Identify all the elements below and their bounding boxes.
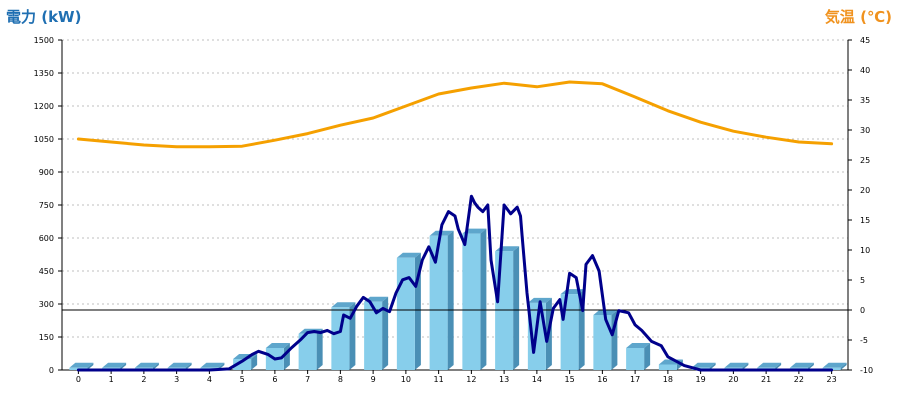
x-tick-label: 10 xyxy=(401,375,411,384)
bar-side xyxy=(185,362,192,370)
right-tick-label: 15 xyxy=(860,216,870,225)
right-tick-label: 25 xyxy=(860,156,870,165)
x-tick-label: 7 xyxy=(305,375,310,384)
right-tick-label: 10 xyxy=(860,246,870,255)
x-tick-label: 22 xyxy=(794,375,804,384)
right-tick-label: -10 xyxy=(860,366,873,375)
bar-side xyxy=(709,362,716,370)
bar xyxy=(626,348,645,370)
bar-side xyxy=(742,362,749,370)
x-tick-label: 15 xyxy=(565,375,575,384)
bar-top xyxy=(396,252,421,258)
bar-top xyxy=(724,362,749,368)
bar-top xyxy=(626,343,651,348)
left-tick-label: 600 xyxy=(39,234,54,243)
x-tick-label: 14 xyxy=(532,375,542,384)
bar-side xyxy=(120,362,127,370)
bar-side xyxy=(382,296,389,370)
temperature-line xyxy=(76,80,834,149)
left-tick-label: 0 xyxy=(49,366,54,375)
x-tick-label: 1 xyxy=(109,375,114,384)
bar xyxy=(331,307,350,370)
bar-top xyxy=(331,302,356,308)
left-tick-label: 1050 xyxy=(34,135,54,144)
bar xyxy=(298,333,317,370)
bar-top xyxy=(691,362,716,368)
bar-top xyxy=(789,362,814,368)
left-tick-label: 1350 xyxy=(34,69,54,78)
left-tick-label: 1500 xyxy=(34,36,54,45)
bar-side xyxy=(152,362,159,370)
left-tick-label: 450 xyxy=(39,267,54,276)
bar-top xyxy=(69,362,94,368)
x-tick-label: 13 xyxy=(499,375,509,384)
bar-side xyxy=(87,362,94,370)
x-tick-label: 5 xyxy=(240,375,245,384)
bar-side xyxy=(316,328,323,370)
left-tick-label: 900 xyxy=(39,168,54,177)
x-tick-label: 20 xyxy=(728,375,738,384)
right-tick-label: 35 xyxy=(860,96,870,105)
bar-side xyxy=(447,230,454,370)
left-tick-label: 750 xyxy=(39,201,54,210)
bar-top xyxy=(265,343,290,348)
right-tick-label: 5 xyxy=(860,276,865,285)
bar-side xyxy=(251,354,258,370)
bar xyxy=(593,315,612,370)
bar-top xyxy=(822,362,847,368)
right-axis-title: 気温 (℃) xyxy=(824,8,892,26)
left-tick-label: 150 xyxy=(39,333,54,342)
x-tick-label: 12 xyxy=(466,375,476,384)
x-tick-label: 23 xyxy=(827,375,837,384)
x-tick-label: 16 xyxy=(597,375,607,384)
x-tick-label: 11 xyxy=(434,375,444,384)
bar xyxy=(233,359,252,370)
x-tick-label: 4 xyxy=(207,375,212,384)
x-tick-label: 21 xyxy=(761,375,771,384)
right-tick-label: 30 xyxy=(860,126,870,135)
x-tick-label: 3 xyxy=(174,375,179,384)
bar-top xyxy=(167,362,192,368)
x-tick-label: 8 xyxy=(338,375,343,384)
bar-side xyxy=(807,362,814,370)
bar xyxy=(462,233,481,370)
bar xyxy=(396,257,415,370)
bar xyxy=(364,301,383,370)
bar xyxy=(560,294,579,370)
x-tick-label: 19 xyxy=(696,375,706,384)
bar xyxy=(495,251,514,370)
bar-top xyxy=(462,228,487,234)
right-tick-label: 20 xyxy=(860,186,870,195)
left-tick-label: 1200 xyxy=(34,102,54,111)
x-tick-label: 6 xyxy=(272,375,277,384)
bar xyxy=(429,235,448,370)
x-tick-label: 18 xyxy=(663,375,673,384)
bar-top xyxy=(757,362,782,368)
x-tick-label: 2 xyxy=(141,375,146,384)
x-tick-label: 9 xyxy=(371,375,376,384)
right-tick-label: 0 xyxy=(860,306,865,315)
bar-side xyxy=(513,246,520,370)
x-tick-label: 17 xyxy=(630,375,640,384)
left-tick-label: 300 xyxy=(39,300,54,309)
bar-side xyxy=(644,343,651,370)
bar-top xyxy=(102,362,127,368)
right-tick-label: -5 xyxy=(860,336,868,345)
bar-top xyxy=(134,362,159,368)
x-tick-label: 0 xyxy=(76,375,81,384)
bar xyxy=(658,364,677,370)
bar-top xyxy=(200,362,225,368)
left-axis-title: 電力 (kW) xyxy=(6,8,82,26)
bar-side xyxy=(480,228,487,370)
right-tick-label: 45 xyxy=(860,36,870,45)
power-line xyxy=(76,194,834,372)
right-tick-label: 40 xyxy=(860,66,870,75)
bar-side xyxy=(840,362,847,370)
bar-side xyxy=(775,362,782,370)
